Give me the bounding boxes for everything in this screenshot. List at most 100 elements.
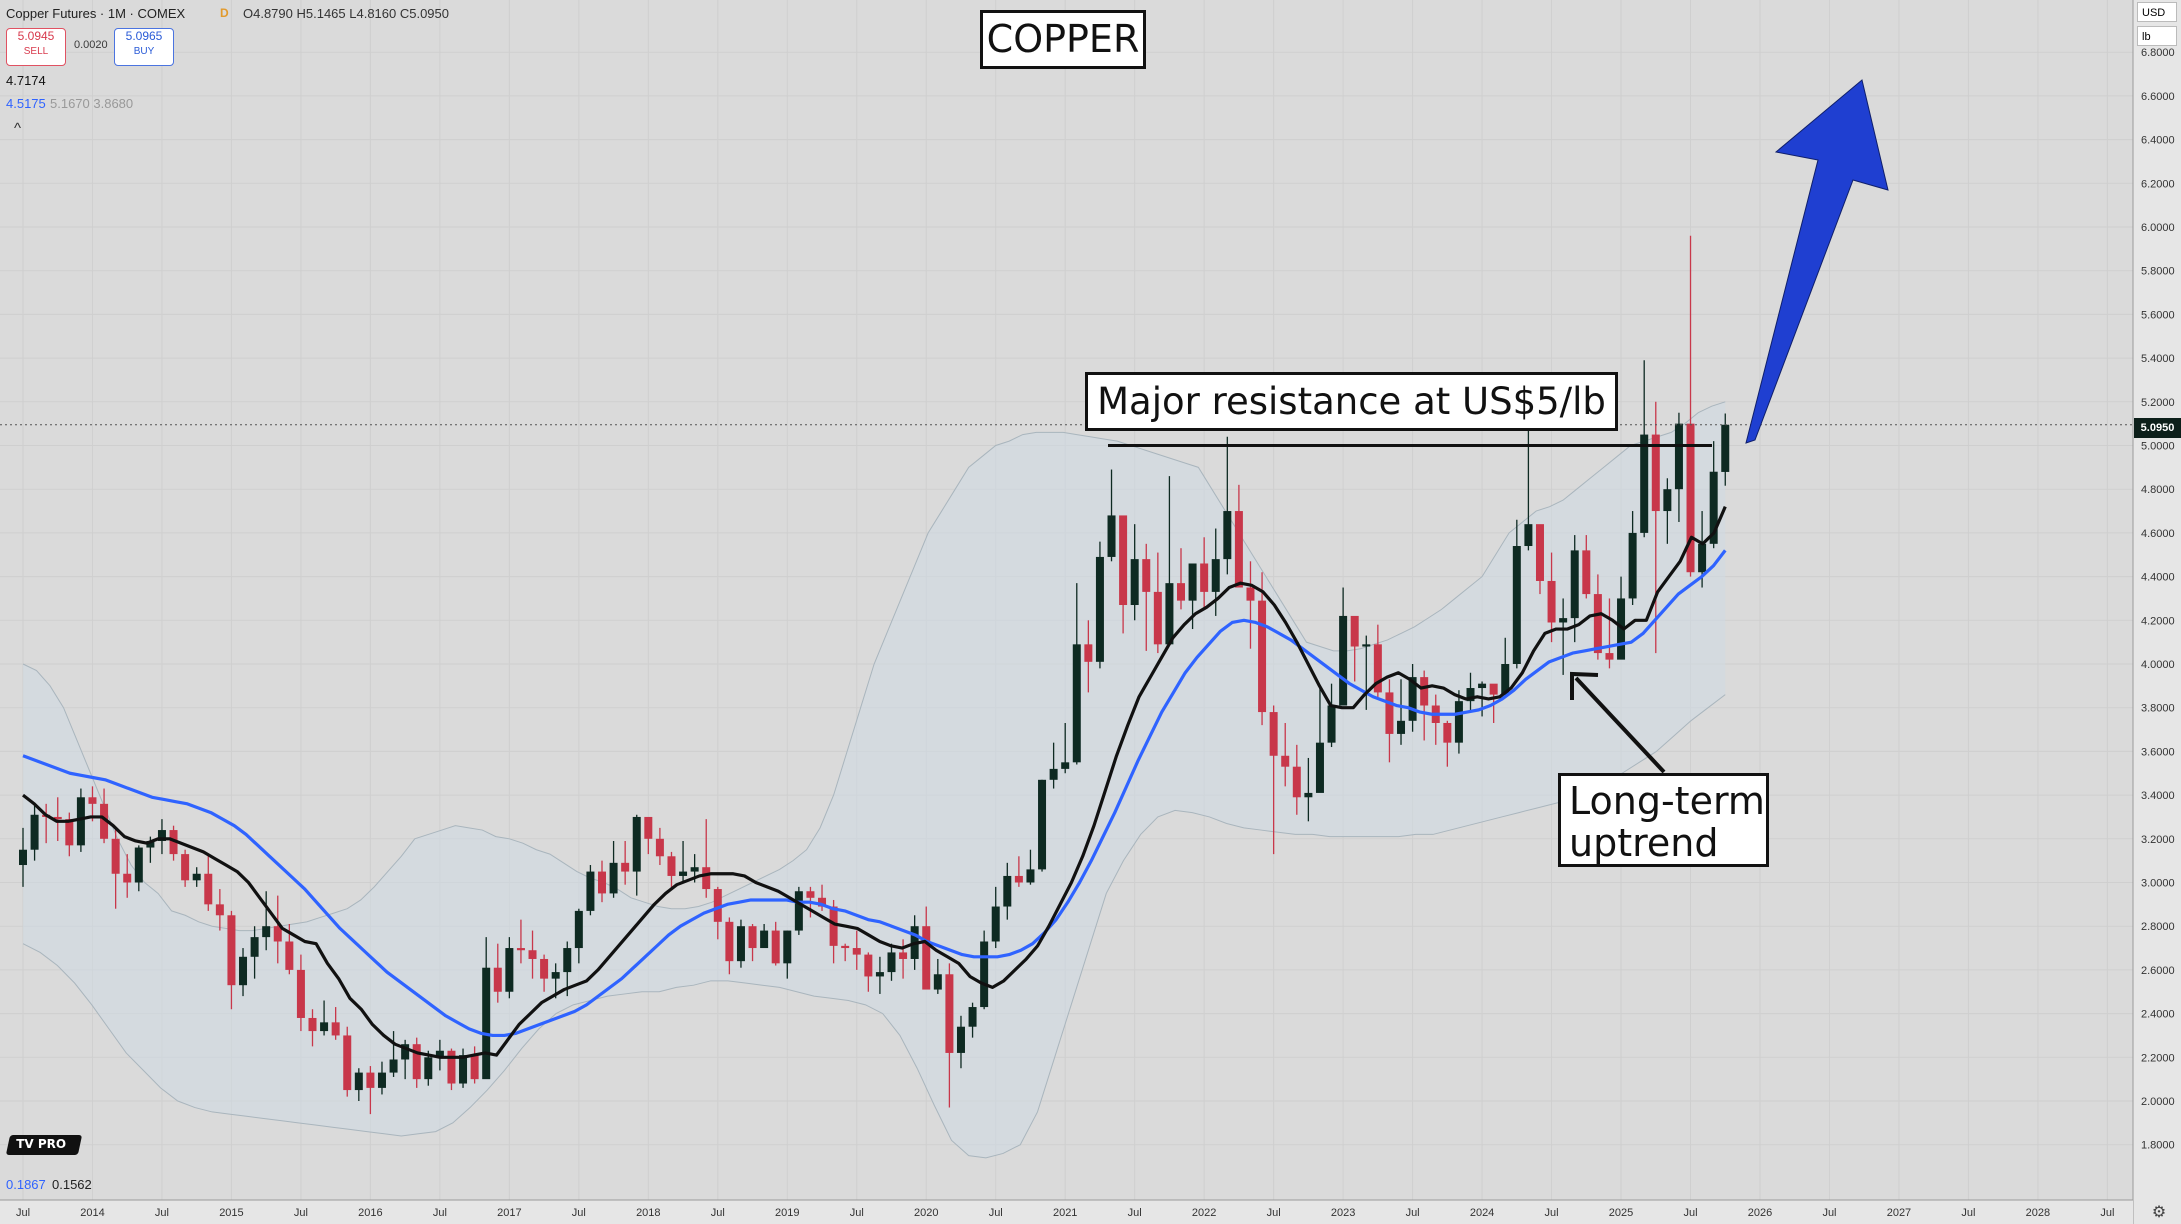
candle	[899, 939, 908, 979]
candle	[794, 886, 803, 935]
candle	[331, 1007, 340, 1040]
candle-body	[192, 873, 201, 881]
candle-body	[864, 954, 873, 977]
tradingview-logo[interactable]: TV PRO	[5, 1135, 83, 1155]
candle-body	[343, 1035, 352, 1091]
candle	[134, 845, 143, 892]
candle-body	[435, 1050, 444, 1058]
candle-body	[239, 956, 248, 986]
candle	[1373, 624, 1382, 699]
sell-button[interactable]: 5.0945 SELL	[6, 28, 66, 66]
candle	[1153, 552, 1162, 654]
candle	[1605, 598, 1614, 669]
candle-body	[296, 969, 305, 1018]
candle-body	[1200, 563, 1209, 592]
candle	[1072, 583, 1081, 765]
candle-body	[331, 1022, 340, 1036]
candle-body	[146, 840, 155, 848]
y-tick-label: 2.8000	[2141, 921, 2175, 933]
candle-body	[655, 838, 664, 857]
candle	[1547, 552, 1556, 643]
bollinger-upper-line	[22, 401, 1726, 932]
y-tick-label: 2.0000	[2141, 1096, 2175, 1108]
x-tick-label: 2027	[1887, 1207, 1911, 1219]
y-tick-label: 5.8000	[2141, 266, 2175, 278]
candle	[1026, 849, 1035, 885]
candle	[1234, 484, 1243, 588]
y-tick-label: 2.4000	[2141, 1009, 2175, 1021]
candle-body	[88, 797, 97, 804]
y-tick-label: 4.8000	[2141, 484, 2175, 496]
candle-body	[1628, 532, 1637, 599]
candle	[945, 963, 954, 1108]
uptrend-pointer-shaft	[1574, 676, 1666, 774]
candle-body	[1385, 692, 1394, 734]
y-tick-label: 6.8000	[2141, 47, 2175, 59]
candle	[528, 930, 537, 979]
candle-body	[586, 871, 595, 911]
candle-body	[1246, 587, 1255, 601]
y-tick-label: 4.2000	[2141, 615, 2175, 627]
candle	[1281, 722, 1290, 787]
candle	[1014, 856, 1023, 887]
candle-body	[1014, 875, 1023, 883]
candle-body	[968, 1007, 977, 1027]
candle-body	[690, 867, 699, 872]
candle-body	[1315, 742, 1324, 793]
candle-body	[1617, 598, 1626, 660]
candle	[366, 1066, 375, 1115]
x-axis-background	[0, 1200, 2133, 1224]
candle	[679, 840, 688, 883]
candle-body	[632, 816, 641, 872]
candle	[169, 825, 178, 861]
unit-select[interactable]: lb	[2137, 26, 2177, 46]
candle	[875, 956, 884, 994]
candle	[1304, 757, 1313, 822]
candle-body	[621, 862, 630, 872]
candle	[1362, 635, 1371, 710]
candle-body	[285, 941, 294, 970]
candle	[215, 889, 224, 931]
y-tick-label: 5.6000	[2141, 309, 2175, 321]
candle	[470, 1046, 479, 1084]
candle-body	[1339, 615, 1348, 706]
symbol-line[interactable]: Copper Futures · 1M · COMEX	[6, 6, 186, 21]
candle-body	[528, 950, 537, 959]
candle-body	[1373, 644, 1382, 693]
candle	[377, 1061, 386, 1095]
settings-gear-icon[interactable]: ⚙	[2151, 1204, 2167, 1221]
candle	[1200, 537, 1209, 610]
candle	[1177, 548, 1185, 610]
candle-body	[1686, 423, 1695, 573]
x-tick-label: 2023	[1331, 1207, 1355, 1219]
candle-body	[598, 871, 606, 894]
chart-title-box: COPPER	[980, 10, 1146, 69]
candle	[1246, 561, 1255, 649]
candle	[980, 930, 989, 1010]
uptrend-pointer-head	[1570, 671, 1599, 700]
candle-body	[1709, 471, 1718, 544]
candle	[609, 840, 618, 898]
candle-body	[1165, 583, 1174, 645]
x-tick-label: Jul	[294, 1207, 308, 1219]
currency-select[interactable]: USD	[2137, 2, 2177, 22]
candle-body	[933, 974, 942, 990]
x-tick-label: Jul	[1267, 1207, 1281, 1219]
candle-body	[1177, 583, 1185, 601]
buy-button[interactable]: 5.0965 BUY	[114, 28, 174, 66]
x-tick-label: Jul	[155, 1207, 169, 1219]
x-tick-label: Jul	[1545, 1207, 1559, 1219]
candle-body	[852, 948, 861, 955]
candle	[736, 919, 745, 968]
resistance-annotation: Major resistance at US$5/lb	[1085, 372, 1618, 431]
candle-body	[887, 952, 896, 973]
candle	[100, 788, 109, 844]
candle	[1512, 519, 1521, 669]
candle	[841, 943, 850, 962]
collapse-legend-icon[interactable]: ^	[14, 120, 22, 137]
candle-body	[1188, 563, 1197, 601]
candle-body	[320, 1022, 329, 1032]
candle-body	[1466, 688, 1475, 702]
